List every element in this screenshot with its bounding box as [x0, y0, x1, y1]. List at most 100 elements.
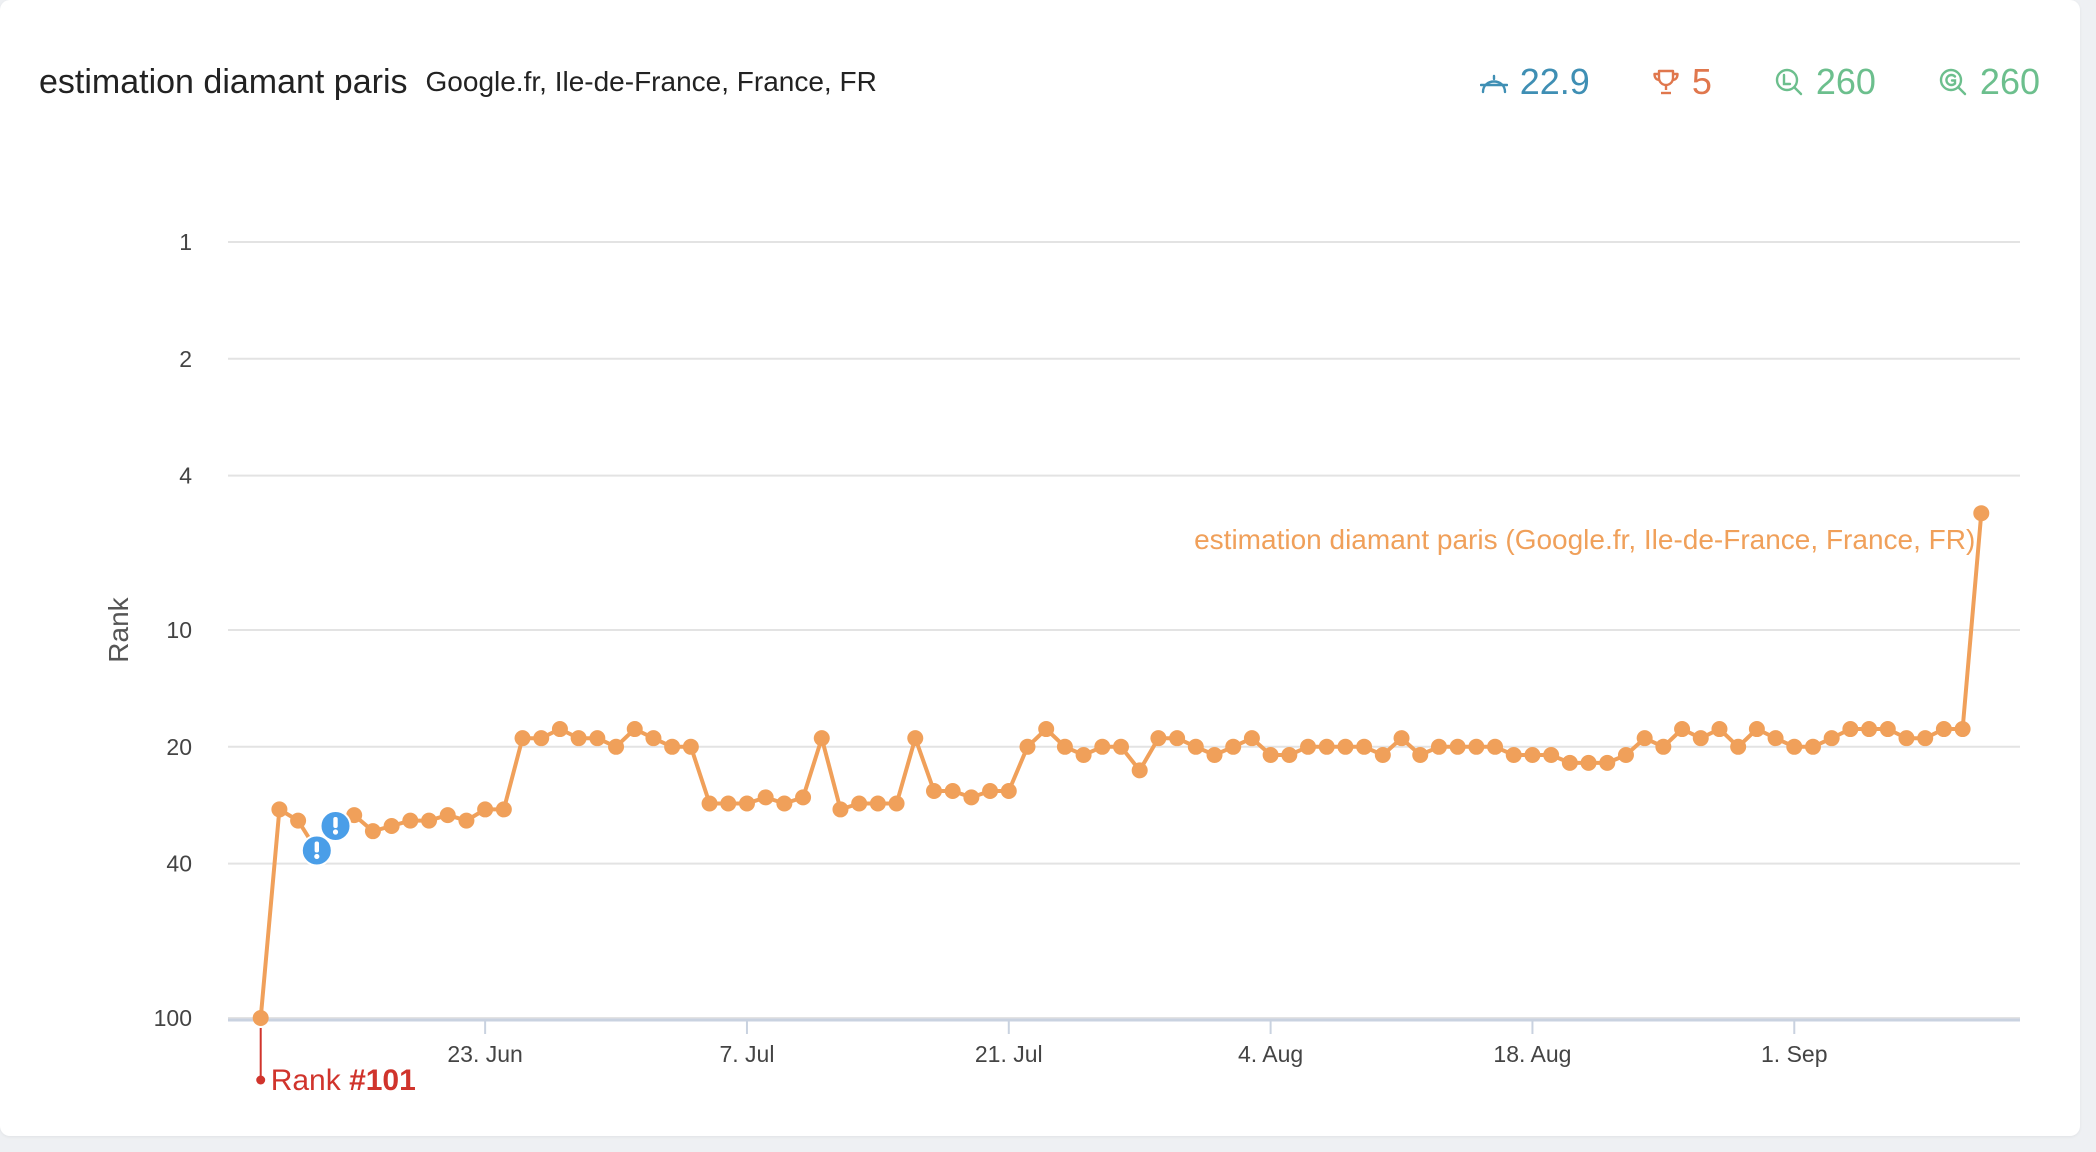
data-point[interactable] [1917, 730, 1934, 747]
data-point[interactable] [1543, 747, 1560, 764]
data-point[interactable] [1879, 721, 1896, 738]
data-point[interactable] [1730, 738, 1747, 755]
data-point[interactable] [1262, 747, 1279, 764]
data-point[interactable] [290, 812, 307, 829]
data-point[interactable] [1169, 730, 1186, 747]
data-point[interactable] [1617, 747, 1634, 764]
data-point[interactable] [477, 801, 494, 818]
metric-visibility[interactable]: 22.9 [1479, 61, 1590, 103]
data-point[interactable] [402, 812, 419, 829]
alert-icon-bar [333, 816, 338, 828]
data-point[interactable] [1094, 738, 1111, 755]
local-search-icon [1775, 68, 1803, 96]
data-point[interactable] [1935, 721, 1952, 738]
data-point[interactable] [1056, 738, 1073, 755]
data-point[interactable] [888, 795, 905, 812]
data-point[interactable] [1449, 738, 1466, 755]
data-point[interactable] [1430, 738, 1447, 755]
data-point[interactable] [1599, 754, 1616, 771]
data-point[interactable] [1655, 738, 1672, 755]
data-point[interactable] [907, 730, 924, 747]
data-point[interactable] [439, 807, 456, 824]
data-point[interactable] [271, 801, 288, 818]
data-point[interactable] [982, 783, 999, 800]
metric-global-search[interactable]: 260 [1938, 61, 2040, 103]
data-point[interactable] [1356, 738, 1373, 755]
data-point[interactable] [1580, 754, 1597, 771]
data-point[interactable] [252, 1010, 269, 1026]
data-point[interactable] [495, 801, 512, 818]
data-point[interactable] [869, 795, 886, 812]
data-point[interactable] [1823, 730, 1840, 747]
data-point[interactable] [1075, 747, 1092, 764]
data-point[interactable] [533, 730, 550, 747]
data-point[interactable] [1300, 738, 1317, 755]
data-point[interactable] [1038, 721, 1055, 738]
keyword-title: estimation diamant paris [39, 62, 408, 101]
data-point[interactable] [1767, 730, 1784, 747]
data-point[interactable] [1019, 738, 1036, 755]
data-point[interactable] [1374, 747, 1391, 764]
data-point[interactable] [1318, 738, 1335, 755]
data-point[interactable] [1337, 738, 1354, 755]
data-point[interactable] [1206, 747, 1223, 764]
data-point[interactable] [1636, 730, 1653, 747]
data-point[interactable] [1674, 721, 1691, 738]
data-point[interactable] [1973, 505, 1990, 522]
data-point[interactable] [1748, 721, 1765, 738]
data-point[interactable] [963, 789, 980, 806]
data-point[interactable] [776, 795, 793, 812]
data-point[interactable] [1468, 738, 1485, 755]
chart-header: estimation diamant paris Google.fr, Ile-… [39, 52, 2040, 112]
data-point[interactable] [1898, 730, 1915, 747]
data-point[interactable] [944, 783, 961, 800]
data-point[interactable] [1243, 730, 1260, 747]
data-point[interactable] [1150, 730, 1167, 747]
data-point[interactable] [626, 721, 643, 738]
data-point[interactable] [514, 730, 531, 747]
data-point[interactable] [551, 721, 568, 738]
data-point[interactable] [1861, 721, 1878, 738]
data-point[interactable] [1786, 738, 1803, 755]
metric-local-search[interactable]: 260 [1774, 61, 1876, 103]
data-point[interactable] [1412, 747, 1429, 764]
data-point[interactable] [701, 795, 718, 812]
data-point[interactable] [664, 738, 681, 755]
data-point[interactable] [720, 795, 737, 812]
data-point[interactable] [832, 801, 849, 818]
data-point[interactable] [1487, 738, 1504, 755]
data-point[interactable] [925, 783, 942, 800]
data-point[interactable] [1000, 783, 1017, 800]
data-point[interactable] [1692, 730, 1709, 747]
data-point[interactable] [1842, 721, 1859, 738]
data-point[interactable] [364, 823, 381, 840]
data-point[interactable] [458, 812, 475, 829]
data-point[interactable] [813, 730, 830, 747]
data-point[interactable] [738, 795, 755, 812]
data-point[interactable] [1131, 762, 1148, 779]
data-point[interactable] [1113, 738, 1129, 755]
data-point[interactable] [570, 730, 587, 747]
data-point[interactable] [1711, 721, 1728, 738]
data-point[interactable] [1393, 730, 1410, 747]
data-point[interactable] [851, 795, 868, 812]
data-point[interactable] [1187, 738, 1204, 755]
data-point[interactable] [1524, 747, 1541, 764]
y-tick-label: 20 [166, 734, 192, 760]
data-point[interactable] [1505, 747, 1522, 764]
data-point[interactable] [1561, 754, 1578, 771]
data-point[interactable] [608, 738, 625, 755]
data-point[interactable] [645, 730, 662, 747]
data-point[interactable] [1954, 721, 1971, 738]
data-point[interactable] [1225, 738, 1242, 755]
data-point[interactable] [346, 807, 363, 824]
data-point[interactable] [682, 738, 699, 755]
data-point[interactable] [383, 817, 400, 834]
metric-trophy[interactable]: 5 [1652, 61, 1712, 103]
data-point[interactable] [757, 789, 774, 806]
data-point[interactable] [421, 812, 438, 829]
data-point[interactable] [1281, 747, 1298, 764]
data-point[interactable] [795, 789, 812, 806]
data-point[interactable] [1804, 738, 1821, 755]
data-point[interactable] [589, 730, 606, 747]
